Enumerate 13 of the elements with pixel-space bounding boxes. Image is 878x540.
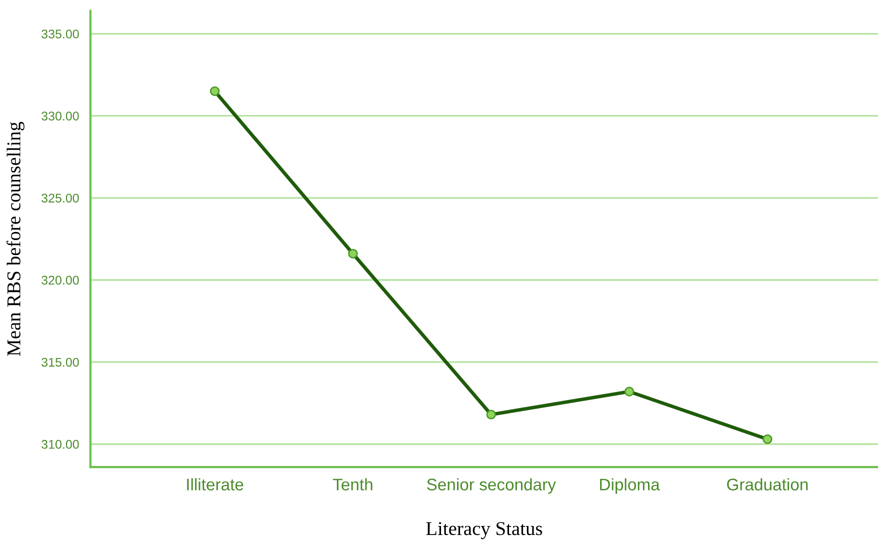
y-tick-label: 325.00 (42, 194, 79, 203)
y-tick-label: 315.00 (42, 358, 79, 367)
x-tick-label: Senior secondary (427, 478, 556, 494)
x-axis-title: Literacy Status (426, 522, 542, 540)
x-tick-label: Illiterate (187, 478, 244, 490)
x-tick-label: Diploma (600, 478, 660, 494)
y-tick-label: 330.00 (42, 112, 79, 120)
x-tick-label: Tenth (332, 478, 372, 490)
y-tick-label: 320.00 (42, 276, 79, 285)
y-axis-title: Mean RBS before counselling (6, 122, 24, 356)
y-tick-label: 335.00 (42, 30, 79, 38)
x-tick-label: Graduation (727, 478, 808, 490)
y-tick-label: 310.00 (42, 440, 79, 449)
